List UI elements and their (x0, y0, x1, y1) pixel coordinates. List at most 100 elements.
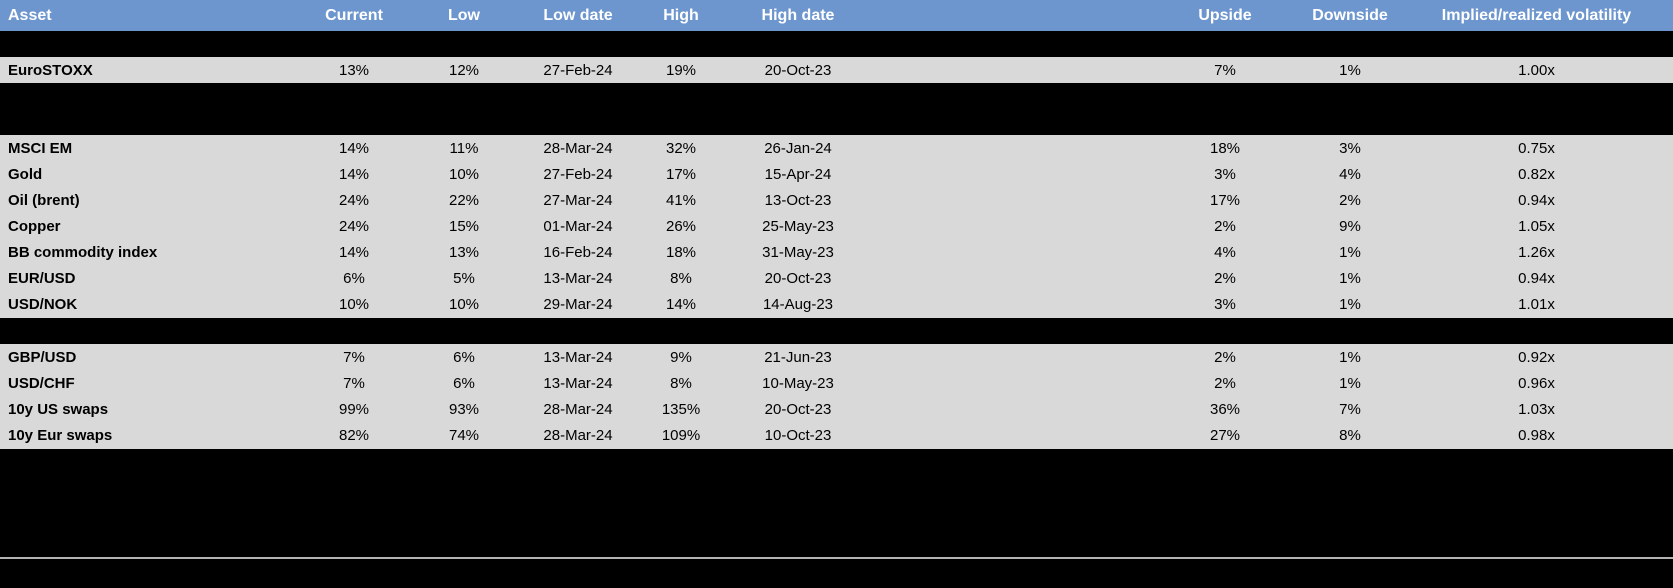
implied-realized-cell[interactable]: 1.03x (1518, 400, 1555, 418)
current-cell[interactable]: 82% (338, 426, 370, 444)
low-cell[interactable]: 6% (453, 348, 475, 366)
low-date-cell[interactable]: 28-Mar-24 (543, 139, 613, 157)
low-date-cell[interactable]: 27-Feb-24 (543, 61, 613, 79)
header-high[interactable]: High (663, 6, 699, 24)
implied-realized-cell[interactable]: 0.75x (1518, 139, 1555, 157)
low-date-cell[interactable]: 13-Mar-24 (543, 348, 613, 366)
upside-cell[interactable]: 7% (1214, 61, 1236, 79)
table-row[interactable]: 10y US swaps 99% 93% 28-Mar-24 135% 20-O… (0, 396, 1673, 423)
implied-realized-cell[interactable]: 1.01x (1518, 296, 1555, 314)
table-row[interactable]: GBP/USD 7% 6% 13-Mar-24 9% 21-Jun-23 2% … (0, 344, 1673, 371)
current-cell[interactable]: 24% (338, 192, 370, 210)
asset-cell[interactable]: GBP/USD (8, 348, 77, 366)
table-row[interactable] (0, 500, 1673, 527)
current-cell[interactable]: 7% (343, 374, 365, 392)
low-date-cell[interactable]: 28-Mar-24 (543, 426, 613, 444)
low-cell[interactable]: 6% (453, 374, 475, 392)
asset-cell[interactable]: Copper (8, 218, 61, 236)
upside-cell[interactable]: 18% (1209, 139, 1241, 157)
header-downside[interactable]: Downside (1312, 6, 1388, 24)
header-high-date[interactable]: High date (761, 6, 835, 24)
downside-cell[interactable]: 1% (1339, 374, 1361, 392)
table-row[interactable]: EUR/USD 6% 5% 13-Mar-24 8% 20-Oct-23 2% … (0, 265, 1673, 292)
low-date-cell[interactable]: 28-Mar-24 (543, 400, 613, 418)
asset-cell[interactable]: Gold (8, 166, 43, 184)
header-upside[interactable]: Upside (1198, 6, 1252, 24)
implied-realized-cell[interactable]: 0.94x (1518, 192, 1555, 210)
high-cell[interactable]: 17% (665, 166, 697, 184)
implied-realized-cell[interactable]: 0.96x (1518, 374, 1555, 392)
downside-cell[interactable]: 1% (1339, 61, 1361, 79)
downside-cell[interactable]: 2% (1339, 192, 1361, 210)
current-cell[interactable]: 14% (338, 244, 370, 262)
low-date-cell[interactable]: 27-Mar-24 (543, 192, 613, 210)
downside-cell[interactable]: 1% (1339, 270, 1361, 288)
table-row[interactable] (0, 83, 1673, 110)
implied-realized-cell[interactable]: 1.00x (1518, 61, 1555, 79)
high-date-cell[interactable]: 10-May-23 (762, 374, 834, 392)
header-implied-realized-volatility[interactable]: Implied/realized volatility (1441, 6, 1632, 24)
high-cell[interactable]: 26% (665, 218, 697, 236)
implied-realized-cell[interactable]: 0.94x (1518, 270, 1555, 288)
high-date-cell[interactable]: 31-May-23 (762, 244, 834, 262)
table-row[interactable]: Gold 14% 10% 27-Feb-24 17% 15-Apr-24 3% … (0, 161, 1673, 188)
current-cell[interactable]: 14% (338, 166, 370, 184)
low-cell[interactable]: 11% (449, 139, 479, 157)
high-date-cell[interactable]: 20-Oct-23 (764, 400, 832, 418)
high-cell[interactable]: 18% (665, 244, 697, 262)
low-cell[interactable]: 10% (448, 166, 480, 184)
asset-cell[interactable]: 10y Eur swaps (8, 426, 113, 444)
header-asset[interactable]: Asset (8, 6, 52, 24)
upside-cell[interactable]: 3% (1214, 166, 1236, 184)
low-date-cell[interactable]: 29-Mar-24 (543, 296, 613, 314)
high-cell[interactable]: 8% (670, 270, 692, 288)
high-date-cell[interactable]: 15-Apr-24 (764, 166, 832, 184)
low-cell[interactable]: 13% (448, 244, 480, 262)
asset-cell[interactable]: 10y US swaps (8, 400, 109, 418)
high-cell[interactable]: 19% (665, 61, 697, 79)
upside-cell[interactable]: 4% (1214, 244, 1236, 262)
current-cell[interactable]: 6% (343, 270, 365, 288)
asset-cell[interactable]: USD/NOK (8, 296, 78, 314)
current-cell[interactable]: 13% (338, 61, 370, 79)
current-cell[interactable]: 7% (343, 348, 365, 366)
asset-cell[interactable]: MSCI EM (8, 139, 73, 157)
low-date-cell[interactable]: 27-Feb-24 (543, 166, 613, 184)
asset-cell[interactable]: Oil (brent) (8, 192, 80, 210)
high-date-cell[interactable]: 13-Oct-23 (764, 192, 832, 210)
table-row[interactable] (0, 318, 1673, 345)
high-cell[interactable]: 135% (661, 400, 701, 418)
downside-cell[interactable]: 4% (1339, 166, 1361, 184)
implied-realized-cell[interactable]: 0.82x (1518, 166, 1555, 184)
low-date-cell[interactable]: 13-Mar-24 (543, 374, 613, 392)
table-row[interactable]: Oil (brent) 24% 22% 27-Mar-24 41% 13-Oct… (0, 187, 1673, 214)
low-cell[interactable]: 5% (453, 270, 475, 288)
table-row[interactable] (0, 474, 1673, 501)
high-cell[interactable]: 14% (665, 296, 697, 314)
header-low[interactable]: Low (448, 6, 480, 24)
table-row[interactable] (0, 109, 1673, 136)
low-date-cell[interactable]: 01-Mar-24 (543, 218, 613, 236)
high-date-cell[interactable]: 10-Oct-23 (764, 426, 832, 444)
low-cell[interactable]: 93% (448, 400, 480, 418)
current-cell[interactable]: 24% (338, 218, 370, 236)
upside-cell[interactable]: 2% (1214, 348, 1236, 366)
downside-cell[interactable]: 9% (1339, 218, 1361, 236)
upside-cell[interactable]: 36% (1209, 400, 1241, 418)
upside-cell[interactable]: 2% (1214, 270, 1236, 288)
high-date-cell[interactable]: 14-Aug-23 (762, 296, 834, 314)
implied-realized-cell[interactable]: 1.05x (1518, 218, 1555, 236)
high-cell[interactable]: 9% (670, 348, 692, 366)
high-date-cell[interactable]: 20-Oct-23 (764, 61, 832, 79)
downside-cell[interactable]: 3% (1339, 139, 1361, 157)
header-current[interactable]: Current (325, 6, 383, 24)
implied-realized-cell[interactable]: 0.98x (1518, 426, 1555, 444)
low-date-cell[interactable]: 16-Feb-24 (543, 244, 613, 262)
low-cell[interactable]: 12% (448, 61, 480, 79)
downside-cell[interactable]: 8% (1339, 426, 1361, 444)
table-row[interactable] (0, 526, 1673, 553)
low-cell[interactable]: 15% (448, 218, 480, 236)
table-row[interactable]: USD/NOK 10% 10% 29-Mar-24 14% 14-Aug-23 … (0, 291, 1673, 319)
asset-cell[interactable]: BB commodity index (8, 244, 158, 262)
downside-cell[interactable]: 1% (1339, 348, 1361, 366)
